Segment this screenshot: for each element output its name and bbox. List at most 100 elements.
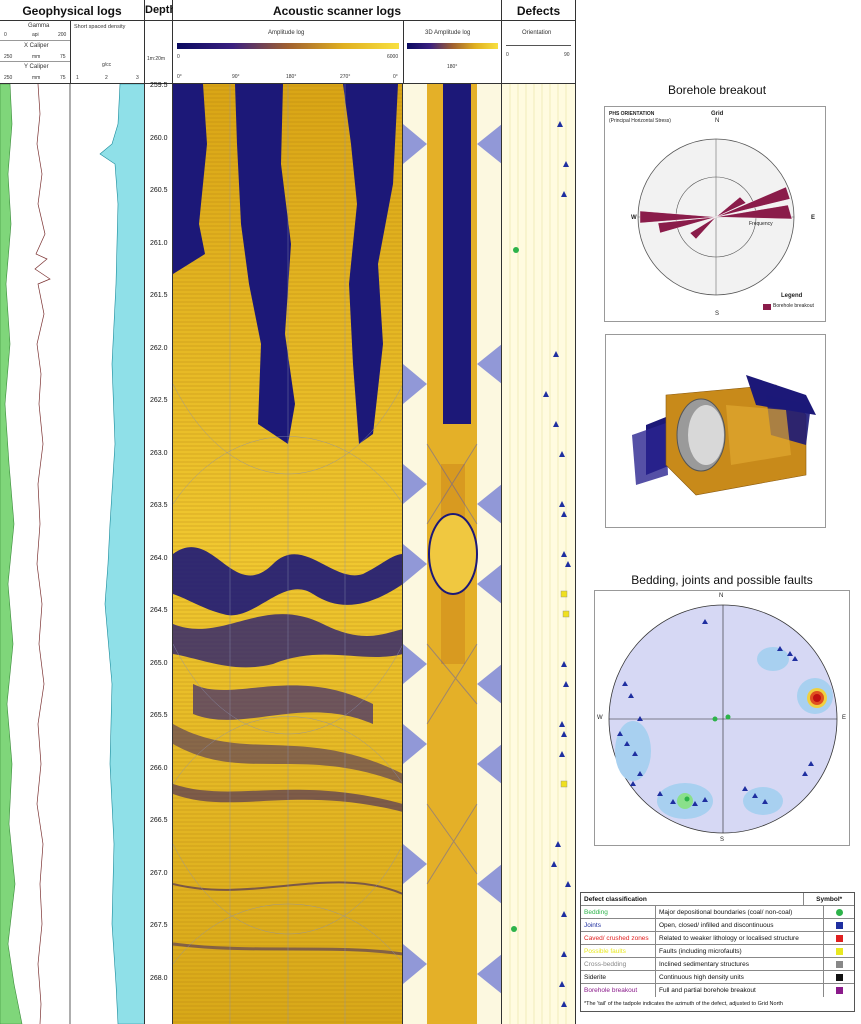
joint-marker: [561, 1001, 567, 1007]
bedding-marker: [511, 926, 517, 932]
density-scale-max: 3: [136, 75, 139, 81]
azimuth-tick-0: 0°: [177, 74, 182, 80]
legend-symbol-marker: [835, 973, 843, 981]
legend-desc: Major depositional boundaries (coal/ non…: [656, 906, 824, 918]
stereonet-title: Bedding, joints and possible faults: [631, 573, 813, 587]
caliper-fill: [0, 84, 23, 1024]
legend-row: Borehole breakout Full and partial boreho…: [581, 984, 854, 997]
x-caliper-label: X Caliper: [24, 43, 49, 49]
legend-name: Joints: [581, 919, 656, 931]
geophysical-logs-header: Geophysical logs Gamma 0 api 200 X Calip…: [0, 0, 145, 84]
depth-label: 260.5: [150, 187, 168, 194]
stereonet-south-label: S: [720, 837, 725, 843]
joint-marker: [561, 731, 567, 737]
amp3d-colorbar: [407, 43, 498, 49]
y-caliper-scale-min: 250: [4, 75, 13, 81]
joint-marker: [563, 681, 569, 687]
legend-row: Possible faults Faults (including microfa…: [581, 945, 854, 958]
stereonet-east-label: E: [842, 715, 847, 721]
joint-marker: [553, 421, 559, 427]
legend-symbol-marker: [835, 960, 843, 968]
legend-desc: Open, closed/ infilled and discontinuous: [656, 919, 824, 931]
gamma-scale-unit: api: [32, 32, 39, 38]
x-caliper-scale-unit: mm: [32, 54, 41, 60]
acoustic-header: Acoustic scanner logs Amplitude log 0 60…: [173, 0, 502, 84]
rose-frequency-label: Frequency: [749, 221, 773, 227]
depth-label: 265.5: [150, 712, 168, 719]
legend-name: Bedding: [581, 906, 656, 918]
depth-label: 262.5: [150, 397, 168, 404]
joint-marker: [559, 751, 565, 757]
legend-name: Siderite: [581, 971, 656, 983]
joint-marker: [559, 451, 565, 457]
depth-label: 260.0: [150, 134, 168, 142]
legend-symbol-marker: [835, 908, 843, 916]
joint-marker: [555, 841, 561, 847]
defects-title: Defects: [516, 4, 561, 18]
density-scale-mid: 2: [105, 75, 108, 81]
orientation-label: Orientation: [522, 30, 552, 36]
fault-marker: [560, 590, 568, 598]
legend-symbol-marker: [835, 934, 843, 942]
legend-symbol: [824, 932, 854, 944]
joint-marker: [559, 721, 565, 727]
depth-label: 263.0: [150, 449, 168, 457]
legend-name: Possible faults: [581, 945, 656, 957]
legend-row: Siderite Continuous high density units: [581, 971, 854, 984]
joint-marker: [557, 121, 563, 127]
legend-symbol-marker: [835, 921, 843, 929]
stereonet-panel: N S W E: [594, 590, 850, 846]
breakout-grid-label: Grid: [711, 111, 724, 117]
legend-desc: Related to weaker lithology or localised…: [656, 932, 824, 944]
geophysical-track: [0, 84, 145, 1024]
depth-label: 264.5: [150, 607, 168, 614]
gamma-curve: [34, 84, 51, 1024]
stereonet-north-label: N: [719, 593, 724, 599]
depth-header: Depth 1m:20m: [145, 0, 177, 84]
amp3d-tick: 180°: [447, 64, 458, 70]
breakout-band-2: [235, 84, 295, 444]
y-caliper-scale-max: 75: [60, 75, 66, 81]
depth-label: 264.0: [150, 554, 168, 562]
rose-legend-item: Borehole breakout: [773, 303, 814, 309]
depth-title: Depth: [145, 4, 177, 16]
joint-marker: [561, 511, 567, 517]
legend-symbol: [824, 984, 854, 997]
legend-symbol: [824, 958, 854, 970]
amp-scale-min: 0: [177, 54, 180, 60]
defect-classification-legend: Defect classification Symbol* Bedding Maj…: [580, 892, 855, 1012]
depth-label: 263.5: [150, 502, 168, 509]
azimuth-tick-270: 270°: [340, 74, 351, 80]
acoustic-title: Acoustic scanner logs: [272, 4, 402, 18]
joint-marker: [563, 161, 569, 167]
fault-marker: [560, 780, 568, 788]
joint-marker: [559, 981, 565, 987]
x-caliper-scale-min: 250: [4, 54, 13, 60]
breakout-band-1: [173, 84, 207, 274]
y-caliper-scale-unit: mm: [32, 75, 41, 81]
joint-marker: [561, 551, 567, 557]
joint-marker: [553, 351, 559, 357]
borehole-3d-panel: [605, 334, 826, 528]
defects-track: [502, 84, 576, 1024]
legend-name: Cross-bedding: [581, 958, 656, 970]
amplitude-log-label: Amplitude log: [268, 30, 305, 36]
orientation-scale-min: 0: [506, 52, 509, 58]
geophysical-logs-title: Geophysical logs: [22, 4, 122, 18]
depth-label: 261.5: [150, 292, 168, 299]
depth-label: 268.0: [150, 974, 168, 982]
legend-symbol: [824, 971, 854, 983]
defects-header: Defects Orientation 0 90: [502, 0, 576, 84]
amp3d-track: [403, 84, 502, 1024]
legend-name: Borehole breakout: [581, 984, 656, 997]
azimuth-tick-90: 90°: [232, 74, 240, 80]
amp3d-label: 3D Amplitude log: [425, 30, 471, 36]
azimuth-tick-180: 180°: [286, 74, 297, 80]
legend-row: Caved/ crushed zones Related to weaker li…: [581, 932, 854, 945]
legend-desc: Full and partial borehole breakout: [656, 984, 824, 997]
depth-track: [145, 84, 173, 1024]
breakout-band-3: [343, 84, 398, 444]
legend-row: Cross-bedding Inclined sedimentary struct…: [581, 958, 854, 971]
density-unit: g/cc: [102, 62, 112, 68]
legend-row: Joints Open, closed/ infilled and discont…: [581, 919, 854, 932]
